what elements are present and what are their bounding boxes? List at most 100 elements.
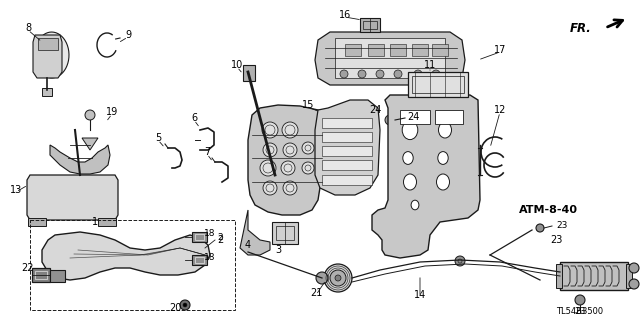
Ellipse shape — [438, 122, 451, 138]
Bar — [322, 160, 372, 170]
Circle shape — [316, 272, 328, 284]
Text: 19: 19 — [106, 107, 118, 117]
Ellipse shape — [436, 174, 449, 190]
Circle shape — [394, 70, 402, 78]
Bar — [42, 88, 52, 96]
Circle shape — [358, 70, 366, 78]
Bar — [322, 175, 372, 185]
Bar — [195, 234, 204, 240]
Circle shape — [376, 70, 384, 78]
Polygon shape — [50, 145, 110, 174]
Bar — [556, 264, 562, 288]
Ellipse shape — [403, 152, 413, 164]
Polygon shape — [35, 32, 69, 78]
Bar — [335, 38, 445, 78]
Text: 1: 1 — [92, 217, 98, 227]
Text: 3: 3 — [275, 245, 281, 255]
Bar — [363, 21, 377, 29]
Circle shape — [283, 181, 297, 195]
Bar — [412, 44, 428, 56]
Ellipse shape — [403, 174, 417, 190]
Bar — [272, 222, 298, 244]
Bar — [345, 44, 361, 56]
Bar — [322, 146, 372, 156]
Text: 2: 2 — [217, 235, 223, 245]
Text: 22: 22 — [22, 263, 35, 273]
Circle shape — [385, 115, 395, 125]
Circle shape — [335, 275, 341, 281]
Circle shape — [414, 70, 422, 78]
Text: 12: 12 — [494, 105, 506, 115]
Bar — [195, 257, 204, 263]
Circle shape — [183, 303, 187, 307]
Bar — [412, 76, 464, 93]
Bar — [28, 218, 46, 226]
Text: ATM-8-40: ATM-8-40 — [518, 205, 577, 215]
Circle shape — [536, 224, 544, 232]
Circle shape — [324, 264, 352, 292]
Circle shape — [629, 279, 639, 289]
Ellipse shape — [402, 120, 418, 140]
Bar — [243, 65, 255, 81]
Bar — [432, 44, 448, 56]
Circle shape — [432, 70, 440, 78]
Circle shape — [270, 173, 280, 183]
Bar — [390, 44, 406, 56]
Circle shape — [262, 122, 278, 138]
Text: 20: 20 — [169, 303, 181, 313]
Text: 8: 8 — [25, 23, 31, 33]
Bar — [35, 271, 47, 279]
Polygon shape — [33, 35, 62, 78]
Circle shape — [260, 160, 276, 176]
Text: 7: 7 — [204, 147, 210, 157]
Polygon shape — [315, 100, 380, 195]
Circle shape — [263, 181, 277, 195]
Ellipse shape — [438, 152, 448, 164]
Bar — [400, 110, 430, 124]
Polygon shape — [248, 105, 322, 215]
Polygon shape — [27, 175, 118, 220]
Text: 23: 23 — [550, 235, 562, 245]
Bar — [98, 218, 116, 226]
Bar — [192, 232, 207, 242]
Bar — [368, 44, 384, 56]
Circle shape — [85, 110, 95, 120]
Ellipse shape — [411, 200, 419, 210]
Text: 9: 9 — [125, 30, 131, 40]
Bar — [192, 255, 207, 265]
Text: 24: 24 — [407, 112, 419, 122]
Text: 6: 6 — [191, 113, 197, 123]
Text: 23: 23 — [556, 220, 568, 229]
Text: 14: 14 — [414, 290, 426, 300]
Text: 23: 23 — [574, 308, 586, 316]
Text: 10: 10 — [231, 60, 243, 70]
Text: TL54B3500: TL54B3500 — [556, 308, 604, 316]
Bar — [322, 132, 372, 142]
Bar — [408, 72, 468, 97]
Circle shape — [180, 300, 190, 310]
Text: 2: 2 — [217, 234, 223, 242]
Text: 17: 17 — [494, 45, 506, 55]
Text: 16: 16 — [339, 10, 351, 20]
Circle shape — [302, 142, 314, 154]
Polygon shape — [372, 95, 480, 258]
Circle shape — [340, 70, 348, 78]
Text: 15: 15 — [302, 100, 314, 110]
Text: 24: 24 — [369, 105, 381, 115]
Circle shape — [330, 270, 346, 286]
Text: 13: 13 — [10, 185, 22, 195]
Polygon shape — [42, 232, 210, 280]
Text: 5: 5 — [155, 133, 161, 143]
Polygon shape — [240, 210, 270, 255]
Text: 18: 18 — [204, 254, 216, 263]
Bar — [30, 220, 235, 310]
Bar — [276, 226, 294, 240]
Polygon shape — [82, 138, 98, 150]
Circle shape — [629, 263, 639, 273]
Bar — [38, 38, 58, 50]
Circle shape — [263, 143, 277, 157]
Text: 21: 21 — [310, 288, 322, 298]
Text: 4: 4 — [245, 240, 251, 250]
Bar — [560, 262, 628, 290]
Text: 18: 18 — [204, 228, 216, 238]
